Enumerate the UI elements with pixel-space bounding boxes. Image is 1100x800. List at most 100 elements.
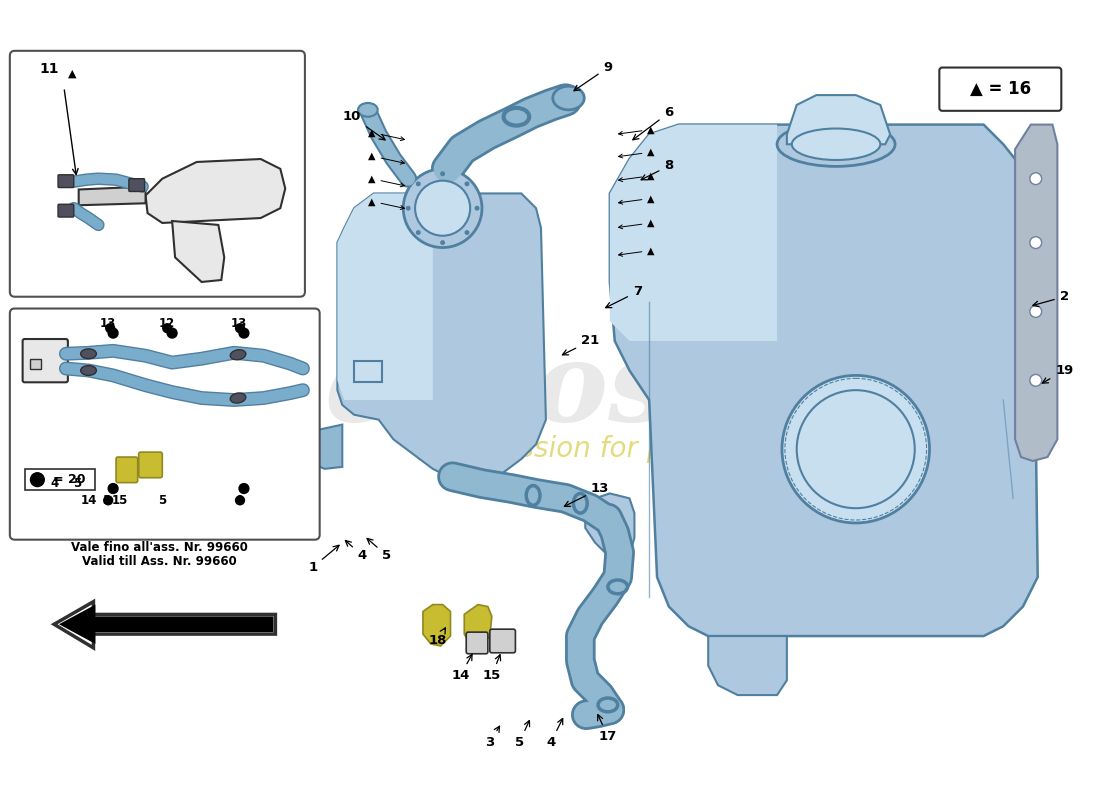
FancyBboxPatch shape [10,51,305,297]
Circle shape [404,169,482,247]
Text: 13: 13 [231,317,248,330]
Text: 4: 4 [235,494,243,507]
Text: Vale fino all'ass. Nr. 99660: Vale fino all'ass. Nr. 99660 [70,541,248,554]
FancyBboxPatch shape [58,204,74,217]
Text: 13: 13 [564,482,609,506]
Polygon shape [786,95,890,144]
Text: Valid till Ass. Nr. 99660: Valid till Ass. Nr. 99660 [82,555,237,568]
Bar [24,469,96,490]
FancyBboxPatch shape [490,629,516,653]
Ellipse shape [80,366,97,375]
Text: eurospares: eurospares [324,337,1013,444]
Polygon shape [708,636,786,695]
Text: = 20: = 20 [53,473,86,486]
Text: 14: 14 [80,494,97,507]
Circle shape [239,328,249,338]
Text: 14: 14 [451,654,472,682]
Text: 6: 6 [632,106,673,140]
FancyBboxPatch shape [23,339,68,382]
Circle shape [464,182,470,186]
Text: 4: 4 [345,541,366,562]
Text: ▲: ▲ [618,218,654,229]
Text: 10: 10 [343,110,385,140]
Circle shape [1030,374,1042,386]
Text: 19: 19 [1043,364,1074,383]
Text: ▲: ▲ [368,127,405,141]
FancyBboxPatch shape [117,457,138,482]
Ellipse shape [230,393,245,403]
Text: 15: 15 [112,494,129,507]
Polygon shape [1015,125,1057,461]
Circle shape [108,328,118,338]
FancyBboxPatch shape [139,452,163,478]
Text: ▲: ▲ [618,125,654,135]
Text: 8: 8 [641,159,673,180]
FancyBboxPatch shape [58,174,74,187]
Polygon shape [464,605,492,646]
Text: 3: 3 [485,726,499,749]
Circle shape [163,324,172,333]
Circle shape [416,182,420,186]
Polygon shape [59,605,274,644]
Polygon shape [307,425,342,469]
Polygon shape [338,194,432,400]
Text: 7: 7 [606,286,642,308]
Ellipse shape [792,129,880,160]
Text: 5: 5 [515,721,529,749]
Circle shape [235,496,244,505]
Text: 4: 4 [50,477,58,490]
Text: 5: 5 [158,494,166,507]
Text: ▲: ▲ [618,194,654,204]
Circle shape [474,206,480,210]
Text: ▲: ▲ [368,196,405,210]
Text: ▲ = 16: ▲ = 16 [970,80,1031,98]
Circle shape [464,230,470,235]
Ellipse shape [230,350,245,360]
Bar [354,361,382,382]
Text: 1: 1 [308,546,339,574]
Text: 21: 21 [562,334,600,355]
Circle shape [108,484,118,494]
Circle shape [239,484,249,494]
Text: 15: 15 [483,654,500,682]
Ellipse shape [553,86,584,110]
Text: 11: 11 [40,62,59,77]
Ellipse shape [80,349,97,358]
Text: 13: 13 [100,317,117,330]
Text: 4: 4 [547,718,563,749]
Circle shape [782,375,929,523]
Circle shape [416,230,420,235]
Text: ▲: ▲ [368,151,405,164]
Polygon shape [172,221,224,282]
Circle shape [440,240,446,245]
Circle shape [1030,237,1042,249]
Circle shape [106,324,114,333]
Circle shape [1030,306,1042,318]
Text: ▲: ▲ [67,69,76,78]
FancyBboxPatch shape [129,178,144,191]
Text: 9: 9 [574,61,613,90]
Text: ▲: ▲ [618,170,654,182]
Polygon shape [79,186,145,206]
Polygon shape [422,605,451,646]
Circle shape [415,181,470,236]
Polygon shape [585,494,635,558]
Circle shape [796,390,915,508]
Text: 5: 5 [367,538,392,562]
Circle shape [167,328,177,338]
Circle shape [235,324,244,333]
Circle shape [103,496,112,505]
Text: 18: 18 [429,628,447,647]
Text: 17: 17 [597,714,617,743]
Circle shape [1030,173,1042,185]
Circle shape [440,171,446,176]
Text: ▲: ▲ [368,174,405,187]
Polygon shape [609,125,1037,636]
FancyBboxPatch shape [10,309,320,540]
Text: 3: 3 [102,494,110,507]
Polygon shape [145,159,285,223]
Polygon shape [609,125,777,341]
Ellipse shape [777,122,895,166]
FancyBboxPatch shape [939,67,1062,111]
Text: 12: 12 [160,317,175,330]
